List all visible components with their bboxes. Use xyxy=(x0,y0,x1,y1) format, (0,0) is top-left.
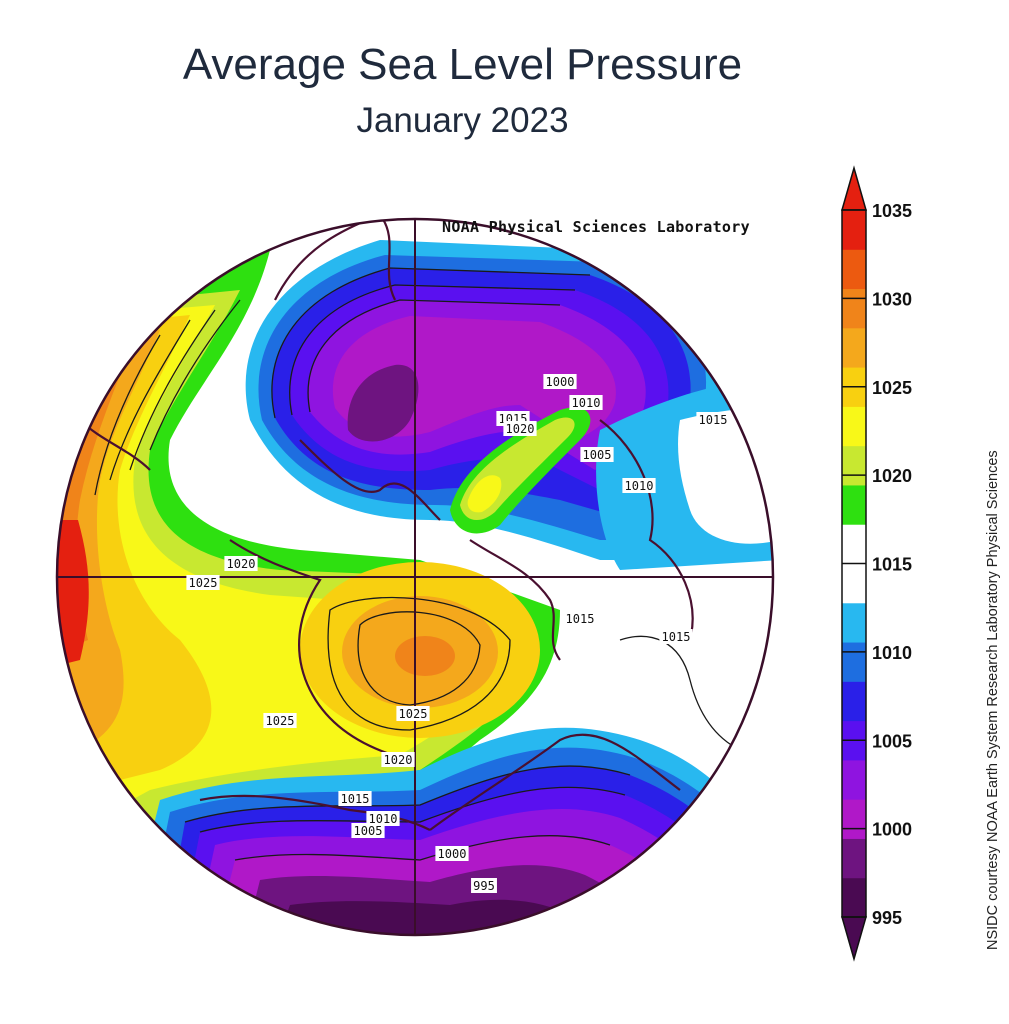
contour-label: 1010 xyxy=(572,396,601,410)
contour-label-bg xyxy=(580,447,614,462)
contour-label: 1005 xyxy=(354,824,383,838)
colorbar-tick-label: 1030 xyxy=(872,289,912,309)
colorbar-max-arrow xyxy=(841,165,867,211)
colorbar-segment xyxy=(842,524,866,564)
colorbar-segment xyxy=(842,288,866,329)
contour-label-bg xyxy=(503,421,537,436)
contour-label-bg xyxy=(622,478,656,493)
colorbar-min-arrow xyxy=(841,916,867,962)
colorbar-segment xyxy=(842,759,866,800)
map-subtitle: January 2023 xyxy=(356,101,569,140)
contour-label-bg xyxy=(659,629,693,644)
colorbar-tick-label: 1005 xyxy=(872,731,912,751)
colorbar-tick-label: 1020 xyxy=(872,466,912,486)
contour-label-bg xyxy=(381,752,415,767)
contour-labels: 1000101010151020100510101015102010251015… xyxy=(186,374,730,893)
colorbar-segment xyxy=(842,327,866,368)
map-title: Average Sea Level Pressure xyxy=(182,40,743,89)
contour-label: 1015 xyxy=(341,792,370,806)
colorbar-segment xyxy=(842,563,866,604)
contour-label: 1020 xyxy=(384,753,413,767)
contour-label-bg xyxy=(263,713,297,728)
colorbar-segment xyxy=(842,602,866,643)
colorbar-tick-label: 1025 xyxy=(872,378,912,398)
colorbar: 995 1000 1005 1010 1015 1020 1025 1030 1035 xyxy=(841,165,912,962)
contour-label-bg xyxy=(351,823,385,838)
colorbar-segment xyxy=(842,799,866,839)
colorbar-segment xyxy=(842,642,866,682)
contour-label: 1025 xyxy=(266,714,295,728)
contour-label-bg xyxy=(471,878,497,893)
colorbar-segment xyxy=(842,249,866,290)
contour-label-bg xyxy=(366,811,400,826)
colorbar-segment xyxy=(842,484,866,525)
source-credit: NOAA Physical Sciences Laboratory xyxy=(442,218,750,236)
colorbar-tick-label: 1035 xyxy=(872,201,912,221)
contour-label: 1020 xyxy=(227,557,256,571)
contour-label: 1015 xyxy=(662,630,691,644)
contour-label-bg xyxy=(186,575,220,590)
contour-label: 1025 xyxy=(399,707,428,721)
colorbar-tick-label: 1000 xyxy=(872,820,912,840)
contour-label: 1015 xyxy=(566,612,595,626)
contour-label-bg xyxy=(396,706,430,721)
contour-label: 1000 xyxy=(438,847,467,861)
contour-label-bg xyxy=(543,374,577,389)
contour-label: 1005 xyxy=(583,448,612,462)
colorbar-segment xyxy=(842,210,866,250)
contour-label-bg xyxy=(696,412,730,427)
colorbar-segment xyxy=(842,681,866,722)
contour-label-bg xyxy=(435,846,469,861)
colorbar-tick-label: 995 xyxy=(872,908,902,928)
colorbar-segment xyxy=(842,877,866,918)
contour-label: 1025 xyxy=(189,576,218,590)
contour-label-bg xyxy=(338,791,372,806)
contour-label: 1020 xyxy=(506,422,535,436)
side-credit: NSIDC courtesy NOAA Earth System Researc… xyxy=(985,450,1001,950)
colorbar-tick-label: 1015 xyxy=(872,555,912,575)
contour-label: 995 xyxy=(473,879,495,893)
contour-label-bg xyxy=(224,556,258,571)
contour-label-bg xyxy=(569,395,603,410)
contour-label: 1000 xyxy=(546,375,575,389)
contour-label: 1015 xyxy=(699,413,728,427)
contour-label: 1010 xyxy=(369,812,398,826)
contour-label: 1010 xyxy=(625,479,654,493)
colorbar-segment xyxy=(842,838,866,879)
colorbar-tick-label: 1010 xyxy=(872,643,912,663)
colorbar-segment xyxy=(842,445,866,486)
colorbar-segment xyxy=(842,406,866,447)
contour-label-bg xyxy=(563,611,597,626)
